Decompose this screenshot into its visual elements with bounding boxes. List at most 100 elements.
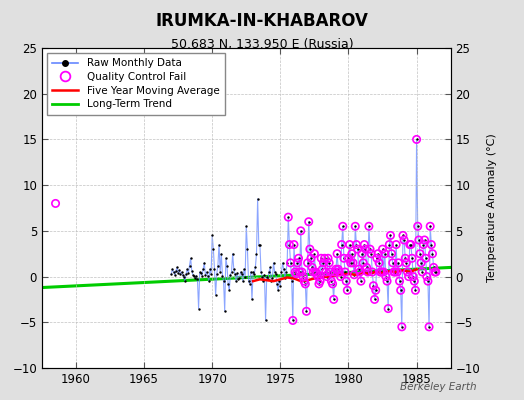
Point bbox=[290, 241, 298, 248]
Point bbox=[300, 278, 308, 284]
Point bbox=[204, 278, 213, 284]
Point bbox=[335, 269, 344, 275]
Point bbox=[291, 269, 299, 275]
Point bbox=[344, 255, 353, 262]
Point bbox=[213, 271, 221, 277]
Point bbox=[420, 237, 429, 243]
Point bbox=[373, 255, 381, 262]
Point bbox=[432, 269, 440, 275]
Point bbox=[188, 268, 196, 274]
Point bbox=[431, 269, 439, 275]
Point bbox=[172, 268, 180, 274]
Point bbox=[201, 272, 210, 278]
Point bbox=[412, 136, 421, 143]
Point bbox=[187, 255, 195, 262]
Point bbox=[322, 269, 330, 275]
Point bbox=[318, 266, 326, 272]
Point bbox=[409, 273, 417, 280]
Point bbox=[319, 260, 328, 266]
Point bbox=[408, 255, 416, 262]
Point bbox=[257, 269, 265, 275]
Point bbox=[418, 269, 427, 275]
Point bbox=[300, 278, 308, 284]
Point bbox=[414, 237, 423, 243]
Point bbox=[365, 223, 373, 230]
Point bbox=[222, 255, 230, 262]
Point bbox=[254, 196, 262, 202]
Point bbox=[235, 275, 244, 282]
Point bbox=[184, 270, 192, 276]
Point bbox=[326, 269, 334, 275]
Point bbox=[190, 272, 198, 279]
Point bbox=[177, 269, 185, 275]
Point bbox=[297, 228, 305, 234]
Point bbox=[279, 266, 288, 272]
Point bbox=[406, 241, 414, 248]
Point bbox=[337, 241, 346, 248]
Point bbox=[350, 272, 358, 278]
Point bbox=[354, 266, 363, 272]
Point bbox=[217, 250, 225, 257]
Point bbox=[366, 246, 374, 252]
Point bbox=[347, 250, 356, 257]
Point bbox=[282, 269, 290, 275]
Point bbox=[233, 270, 242, 276]
Point bbox=[329, 281, 337, 287]
Point bbox=[185, 262, 194, 269]
Point bbox=[418, 269, 427, 275]
Point bbox=[170, 272, 179, 278]
Point bbox=[291, 269, 299, 275]
Point bbox=[226, 272, 235, 278]
Point bbox=[344, 255, 353, 262]
Point bbox=[372, 287, 380, 294]
Point bbox=[308, 264, 316, 271]
Point bbox=[241, 273, 249, 280]
Point bbox=[266, 264, 274, 271]
Point bbox=[426, 223, 434, 230]
Point bbox=[367, 250, 375, 257]
Point bbox=[251, 264, 259, 271]
Point bbox=[286, 260, 294, 266]
Point bbox=[322, 269, 330, 275]
Text: Berkeley Earth: Berkeley Earth bbox=[400, 382, 477, 392]
Point bbox=[372, 287, 380, 294]
Point bbox=[275, 278, 283, 284]
Point bbox=[302, 308, 311, 314]
Point bbox=[323, 273, 331, 280]
Point bbox=[399, 232, 407, 239]
Point bbox=[422, 273, 431, 280]
Point bbox=[363, 264, 371, 271]
Point bbox=[331, 269, 339, 275]
Point bbox=[376, 269, 385, 275]
Point bbox=[283, 260, 291, 266]
Point bbox=[425, 324, 433, 330]
Point bbox=[305, 246, 314, 252]
Point bbox=[330, 296, 338, 303]
Point bbox=[384, 305, 392, 312]
Point bbox=[206, 266, 214, 272]
Point bbox=[195, 269, 204, 275]
Point bbox=[265, 269, 273, 275]
Point bbox=[339, 223, 347, 230]
Point bbox=[387, 250, 396, 257]
Point bbox=[263, 273, 271, 280]
Point bbox=[264, 276, 272, 282]
Point bbox=[421, 255, 430, 262]
Point bbox=[289, 317, 297, 324]
Point bbox=[272, 281, 281, 287]
Point bbox=[337, 241, 346, 248]
Point bbox=[369, 282, 378, 289]
Point bbox=[174, 270, 182, 276]
Point bbox=[395, 278, 403, 284]
Point bbox=[311, 269, 320, 275]
Point bbox=[414, 237, 423, 243]
Point bbox=[400, 237, 408, 243]
Point bbox=[284, 214, 292, 220]
Point bbox=[315, 281, 323, 287]
Point bbox=[374, 250, 382, 257]
Point bbox=[398, 324, 406, 330]
Point bbox=[353, 246, 362, 252]
Point bbox=[285, 241, 293, 248]
Point bbox=[334, 266, 342, 272]
Point bbox=[304, 218, 313, 225]
